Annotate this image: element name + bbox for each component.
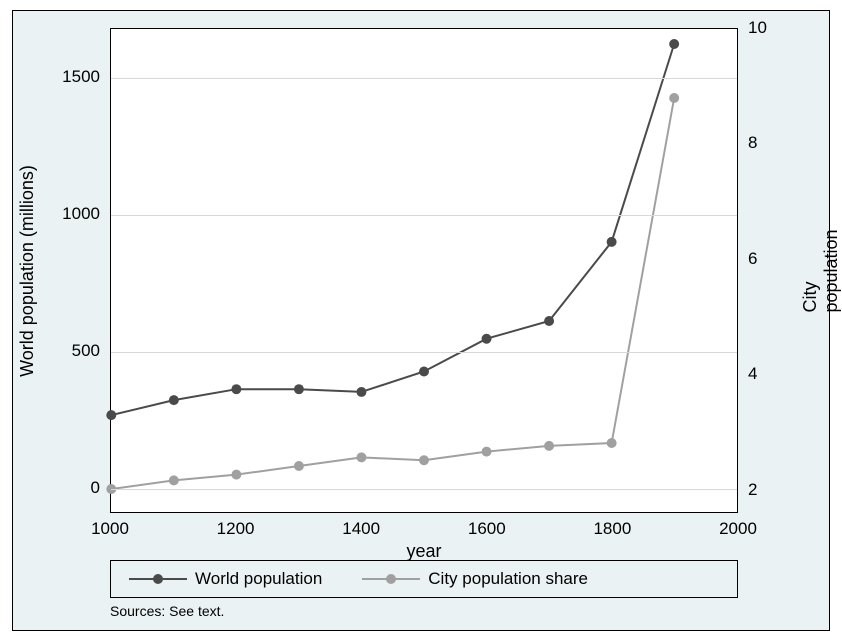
y-axis-right-label: City population share (percent) — [800, 229, 842, 312]
gridline — [111, 489, 737, 490]
sources-text: Sources: See text. — [110, 603, 224, 619]
legend-item-city-share: City population share — [362, 569, 588, 589]
legend-line-icon — [129, 578, 187, 580]
x-tick-label: 1800 — [593, 519, 631, 539]
y-right-tick-label: 8 — [748, 133, 757, 153]
legend-label: City population share — [428, 569, 588, 589]
series-marker — [356, 387, 366, 397]
gridline — [111, 78, 737, 79]
series-marker — [169, 395, 179, 405]
series-marker — [356, 452, 366, 462]
y-left-tick-label: 1000 — [50, 204, 100, 224]
y-right-tick-label: 6 — [748, 249, 757, 269]
chart-lines — [111, 29, 737, 512]
series-marker — [544, 316, 554, 326]
x-tick-label: 1000 — [91, 519, 129, 539]
series-marker — [294, 461, 304, 471]
series-marker — [231, 470, 241, 480]
series-marker — [669, 93, 679, 103]
series-line — [111, 44, 674, 415]
series-marker — [419, 366, 429, 376]
series-marker — [482, 334, 492, 344]
series-marker — [169, 475, 179, 485]
series-line — [111, 98, 674, 489]
series-marker — [294, 384, 304, 394]
series-marker — [544, 441, 554, 451]
legend: World population City population share — [110, 560, 738, 598]
y-left-tick-label: 500 — [50, 341, 100, 361]
x-axis-label: year — [406, 541, 441, 562]
x-tick-label: 1400 — [342, 519, 380, 539]
series-marker — [419, 455, 429, 465]
legend-item-world-population: World population — [129, 569, 322, 589]
series-marker — [669, 39, 679, 49]
plot-area — [110, 28, 738, 513]
series-marker — [607, 237, 617, 247]
series-marker — [482, 447, 492, 457]
y-axis-left-label: World population (millions) — [17, 165, 38, 377]
gridline — [111, 352, 737, 353]
y-left-tick-label: 1500 — [50, 67, 100, 87]
legend-line-icon — [362, 578, 420, 580]
series-marker — [231, 384, 241, 394]
y-right-tick-label: 2 — [748, 480, 757, 500]
series-marker — [607, 438, 617, 448]
y-right-tick-label: 4 — [748, 364, 757, 384]
legend-label: World population — [195, 569, 322, 589]
x-tick-label: 1200 — [217, 519, 255, 539]
x-tick-label: 1600 — [468, 519, 506, 539]
series-marker — [106, 410, 116, 420]
y-left-tick-label: 0 — [50, 478, 100, 498]
y-right-tick-label: 10 — [748, 18, 767, 38]
x-tick-label: 2000 — [719, 519, 757, 539]
gridline — [111, 215, 737, 216]
